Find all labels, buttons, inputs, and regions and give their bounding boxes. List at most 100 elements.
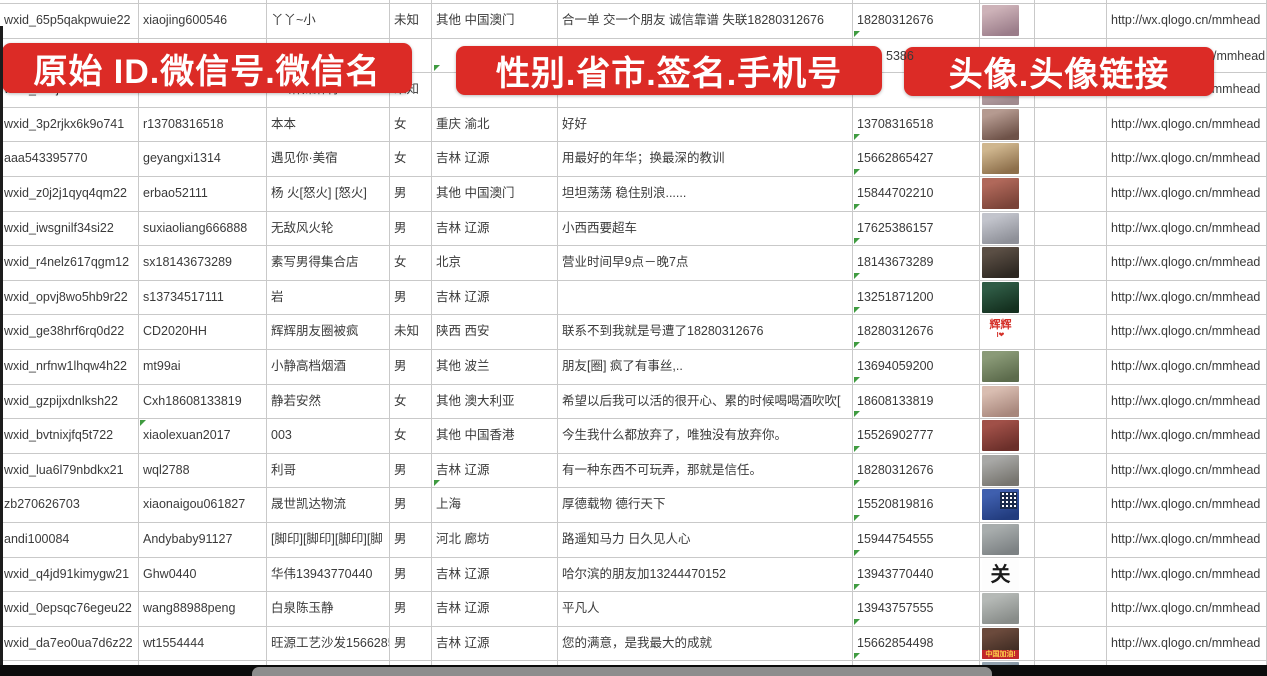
cell-avatar-url[interactable]: http://wx.qlogo.cn/mmhead [1107,557,1267,592]
cell-empty[interactable] [1035,246,1107,280]
cell-gender[interactable]: 女 [390,384,432,419]
cell-avatar[interactable] [980,384,1035,419]
cell-wechat-name[interactable]: 旺源工艺沙发15662854 [267,626,390,661]
cell-province-city[interactable]: 吉林 辽源 [432,211,558,246]
cell-gender[interactable]: 男 [390,280,432,315]
cell-gender[interactable]: 男 [390,626,432,661]
cell-wechat-id[interactable]: erbao52111 [139,177,267,211]
cell-phone[interactable]: 17625386157 [853,211,980,246]
cell-phone[interactable]: 18280312676 [853,453,980,488]
cell-phone[interactable]: 13943770440 [853,557,980,592]
cell-avatar[interactable] [980,246,1035,280]
cell-province-city[interactable]: 吉林 辽源 [432,453,558,488]
cell-signature[interactable]: 哈尔滨的朋友加13244470152 [558,557,853,592]
cell-province-city[interactable]: 吉林 辽源 [432,280,558,315]
cell-province-city[interactable]: 其他 波兰 [432,350,558,384]
cell-phone[interactable]: 13943757555 [853,592,980,626]
cell-avatar-url[interactable]: http://wx.qlogo.cn/mmhead [1107,280,1267,315]
cell-avatar[interactable] [980,350,1035,384]
cell-avatar-url[interactable]: http://wx.qlogo.cn/mmhead [1107,142,1267,176]
cell-signature[interactable]: 路遥知马力 日久见人心 [558,523,853,557]
cell-wechat-id[interactable]: geyangxi1314 [139,142,267,176]
cell-avatar[interactable] [980,488,1035,522]
cell-original-id[interactable]: wxid_z0j2j1qyq4qm22 [0,177,139,211]
cell-original-id[interactable]: wxid_bvtnixjfq5t722 [0,419,139,453]
cell-gender[interactable]: 男 [390,592,432,626]
cell-gender[interactable]: 未知 [390,4,432,38]
cell-signature[interactable]: 平凡人 [558,592,853,626]
cell-gender[interactable]: 男 [390,177,432,211]
cell-avatar[interactable]: 中国加油! [980,626,1035,661]
cell-province-city[interactable]: 陕西 西安 [432,315,558,349]
cell-avatar-url[interactable]: http://wx.qlogo.cn/mmhead [1107,246,1267,280]
cell-phone[interactable]: 18608133819 [853,384,980,419]
cell-empty[interactable] [1035,177,1107,211]
cell-empty[interactable] [1035,107,1107,142]
cell-wechat-id[interactable]: xiaojing600546 [139,4,267,38]
cell-phone[interactable]: 15520819816 [853,488,980,522]
cell-avatar-url[interactable]: http://wx.qlogo.cn/mmhead [1107,453,1267,488]
cell-province-city[interactable]: 其他 中国澳门 [432,4,558,38]
cell-wechat-name[interactable]: 静若安然 [267,384,390,419]
cell-wechat-name[interactable]: 杨 火[怒火] [怒火] [267,177,390,211]
cell-wechat-name[interactable]: 白泉陈玉静 [267,592,390,626]
cell-avatar-url[interactable]: http://wx.qlogo.cn/mmhead [1107,488,1267,522]
cell-wechat-name[interactable]: 辉辉朋友圈被疯 [267,315,390,349]
cell-avatar[interactable] [980,177,1035,211]
cell-wechat-id[interactable]: suxiaoliang666888 [139,211,267,246]
cell-avatar[interactable] [980,142,1035,176]
cell-empty[interactable] [1035,315,1107,349]
cell-phone[interactable]: 18143673289 [853,246,980,280]
cell-province-city[interactable]: 其他 中国澳门 [432,177,558,211]
cell-signature[interactable]: 坦坦荡荡 稳住别浪...... [558,177,853,211]
cell-empty[interactable] [1035,453,1107,488]
cell-wechat-id[interactable] [139,0,267,3]
cell-province-city[interactable]: 吉林 辽源 [432,626,558,661]
cell-avatar-url[interactable]: http://wx.qlogo.cn/mmhead [1107,4,1267,38]
cell-province-city[interactable]: 其他 中国香港 [432,419,558,453]
cell-avatar[interactable] [980,453,1035,488]
cell-empty[interactable] [1035,4,1107,38]
cell-wechat-id[interactable]: xiaolexuan2017 [139,419,267,453]
cell-phone[interactable]: 15944754555 [853,523,980,557]
cell-wechat-name[interactable]: 丫丫~小 [267,4,390,38]
cell-wechat-name[interactable]: 遇见你·美宿 [267,142,390,176]
cell-gender[interactable]: 女 [390,142,432,176]
cell-empty[interactable] [1035,384,1107,419]
cell-avatar[interactable] [980,211,1035,246]
cell-empty[interactable] [1035,0,1107,3]
cell-wechat-id[interactable]: wql2788 [139,453,267,488]
cell-original-id[interactable]: andi100084 [0,523,139,557]
cell-empty[interactable] [1035,523,1107,557]
cell-wechat-id[interactable]: xiaonaigou061827 [139,488,267,522]
cell-wechat-id[interactable]: Andybaby91127 [139,523,267,557]
cell-avatar-url[interactable]: http://wx.qlogo.cn/mmhead [1107,211,1267,246]
cell-province-city[interactable]: 吉林 辽源 [432,592,558,626]
cell-wechat-id[interactable]: Cxh18608133819 [139,384,267,419]
cell-original-id[interactable]: aaa543395770 [0,142,139,176]
cell-signature[interactable]: 好好 [558,107,853,142]
cell-empty[interactable] [1035,142,1107,176]
cell-wechat-id[interactable]: s13734517111 [139,280,267,315]
cell-signature[interactable]: 有一种东西不可玩弄，那就是信任。 [558,453,853,488]
cell-gender[interactable]: 女 [390,419,432,453]
cell-avatar-url[interactable]: http://wx.qlogo.cn/mmhead [1107,592,1267,626]
cell-signature[interactable]: 今生我什么都放弃了，唯独没有放弃你。 [558,419,853,453]
cell-avatar[interactable] [980,107,1035,142]
cell-original-id[interactable]: wxid_0epsqc76egeu22 [0,592,139,626]
cell-wechat-name[interactable]: 利哥 [267,453,390,488]
cell-wechat-id[interactable]: sx18143673289 [139,246,267,280]
cell-phone[interactable]: 18280312676 [853,4,980,38]
cell-signature[interactable]: 希望以后我可以活的很开心、累的时候喝喝酒吹吹[ [558,384,853,419]
cell-original-id[interactable]: wxid_lua6l79nbdkx21 [0,453,139,488]
cell-wechat-name[interactable]: 岩 [267,280,390,315]
cell-empty[interactable] [1035,626,1107,661]
cell-original-id[interactable]: wxid_iwsgnilf34si22 [0,211,139,246]
cell-wechat-name[interactable]: 无敌风火轮 [267,211,390,246]
cell-wechat-id[interactable]: mt99ai [139,350,267,384]
video-scrubber-handle[interactable] [252,666,992,676]
cell-phone[interactable]: 13708316518 [853,107,980,142]
cell-phone[interactable]: 15526902777 [853,419,980,453]
cell-signature[interactable]: 联系不到我就是号遭了18280312676 [558,315,853,349]
cell-signature[interactable] [558,0,853,3]
